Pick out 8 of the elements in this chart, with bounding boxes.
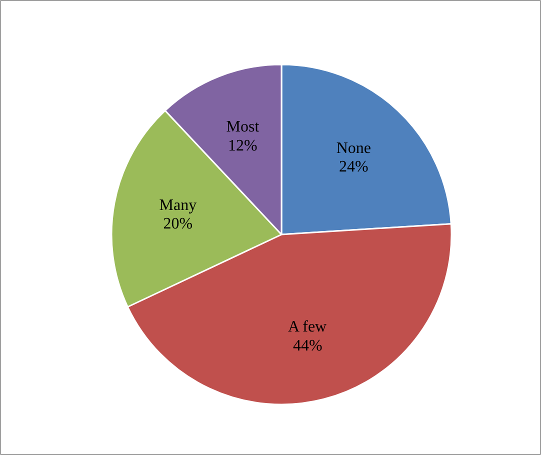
slice-label: Most (226, 118, 260, 136)
slice-label: Many (159, 196, 197, 214)
data-label: 20% (163, 216, 193, 233)
slice-label: A few (288, 318, 328, 336)
slice-label: None (336, 140, 371, 157)
data-label: 24% (338, 158, 368, 176)
data-label: 44% (293, 337, 322, 354)
data-label: 12% (228, 137, 258, 154)
